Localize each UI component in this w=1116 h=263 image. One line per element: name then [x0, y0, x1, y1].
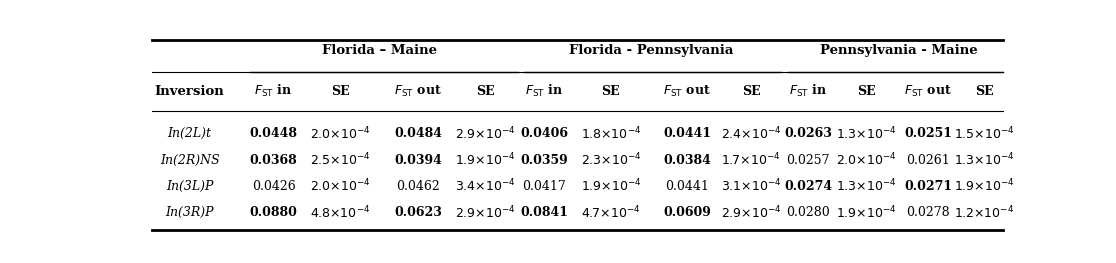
Text: $2.0{\times}10^{-4}$: $2.0{\times}10^{-4}$: [310, 125, 371, 142]
Text: SE: SE: [330, 85, 349, 98]
Text: 0.0251: 0.0251: [904, 127, 952, 140]
Text: 0.0368: 0.0368: [250, 154, 298, 167]
Text: $1.8{\times}10^{-4}$: $1.8{\times}10^{-4}$: [580, 125, 641, 142]
Text: $F_{\mathrm{ST}}$ in: $F_{\mathrm{ST}}$ in: [789, 83, 827, 99]
Text: $F_{\mathrm{ST}}$ in: $F_{\mathrm{ST}}$ in: [254, 83, 292, 99]
Text: $2.0{\times}10^{-4}$: $2.0{\times}10^{-4}$: [310, 178, 371, 195]
Text: $4.7{\times}10^{-4}$: $4.7{\times}10^{-4}$: [581, 205, 641, 221]
Text: 0.0609: 0.0609: [663, 206, 711, 219]
Text: $2.9{\times}10^{-4}$: $2.9{\times}10^{-4}$: [455, 125, 516, 142]
Text: 0.0384: 0.0384: [663, 154, 711, 167]
Text: 0.0271: 0.0271: [904, 180, 952, 193]
Text: $1.9{\times}10^{-4}$: $1.9{\times}10^{-4}$: [580, 178, 642, 195]
Text: $F_{\mathrm{ST}}$ in: $F_{\mathrm{ST}}$ in: [526, 83, 564, 99]
Text: 0.0441: 0.0441: [663, 127, 711, 140]
Text: $2.9{\times}10^{-4}$: $2.9{\times}10^{-4}$: [455, 205, 516, 221]
Text: $1.3{\times}10^{-4}$: $1.3{\times}10^{-4}$: [836, 178, 896, 195]
Text: SE: SE: [602, 85, 620, 98]
Text: Florida - Pennsylvania: Florida - Pennsylvania: [569, 44, 733, 57]
Text: 0.0841: 0.0841: [520, 206, 568, 219]
Text: 0.0462: 0.0462: [396, 180, 440, 193]
Text: SE: SE: [477, 85, 494, 98]
Text: 0.0441: 0.0441: [665, 180, 709, 193]
Text: $1.2{\times}10^{-4}$: $1.2{\times}10^{-4}$: [954, 205, 1014, 221]
Text: $2.3{\times}10^{-4}$: $2.3{\times}10^{-4}$: [580, 152, 642, 169]
Text: 0.0406: 0.0406: [520, 127, 568, 140]
Text: In(3L)P: In(3L)P: [166, 180, 213, 193]
Text: SE: SE: [975, 85, 994, 98]
Text: 0.0263: 0.0263: [785, 127, 833, 140]
Text: $2.4{\times}10^{-4}$: $2.4{\times}10^{-4}$: [721, 125, 781, 142]
Text: 0.0880: 0.0880: [250, 206, 298, 219]
Text: $1.9{\times}10^{-4}$: $1.9{\times}10^{-4}$: [455, 152, 516, 169]
Text: $3.1{\times}10^{-4}$: $3.1{\times}10^{-4}$: [721, 178, 781, 195]
Text: 0.0257: 0.0257: [787, 154, 830, 167]
Text: $F_{\mathrm{ST}}$ out: $F_{\mathrm{ST}}$ out: [663, 84, 711, 99]
Text: SE: SE: [857, 85, 875, 98]
Text: 0.0278: 0.0278: [906, 206, 950, 219]
Text: 0.0261: 0.0261: [906, 154, 950, 167]
Text: $1.3{\times}10^{-4}$: $1.3{\times}10^{-4}$: [954, 152, 1014, 169]
Text: $2.5{\times}10^{-4}$: $2.5{\times}10^{-4}$: [310, 152, 371, 169]
Text: $1.5{\times}10^{-4}$: $1.5{\times}10^{-4}$: [954, 125, 1014, 142]
Text: $F_{\mathrm{ST}}$ out: $F_{\mathrm{ST}}$ out: [394, 84, 442, 99]
Text: Florida – Maine: Florida – Maine: [323, 44, 437, 57]
Text: In(2R)NS: In(2R)NS: [160, 154, 220, 167]
Text: $1.3{\times}10^{-4}$: $1.3{\times}10^{-4}$: [836, 125, 896, 142]
Text: In(2L)t: In(2L)t: [167, 127, 212, 140]
Text: 0.0359: 0.0359: [520, 154, 568, 167]
Text: $2.9{\times}10^{-4}$: $2.9{\times}10^{-4}$: [721, 205, 781, 221]
Text: 0.0448: 0.0448: [250, 127, 298, 140]
Text: $1.9{\times}10^{-4}$: $1.9{\times}10^{-4}$: [836, 205, 896, 221]
Text: $4.8{\times}10^{-4}$: $4.8{\times}10^{-4}$: [310, 205, 371, 221]
Text: $3.4{\times}10^{-4}$: $3.4{\times}10^{-4}$: [455, 178, 516, 195]
Text: 0.0274: 0.0274: [785, 180, 833, 193]
Text: 0.0417: 0.0417: [522, 180, 566, 193]
Text: Pennsylvania - Maine: Pennsylvania - Maine: [820, 44, 978, 57]
Text: In(3R)P: In(3R)P: [165, 206, 214, 219]
Text: 0.0484: 0.0484: [394, 127, 442, 140]
Text: $2.0{\times}10^{-4}$: $2.0{\times}10^{-4}$: [836, 152, 896, 169]
Text: SE: SE: [742, 85, 760, 98]
Text: 0.0623: 0.0623: [394, 206, 442, 219]
Text: 0.0280: 0.0280: [786, 206, 830, 219]
Text: $1.7{\times}10^{-4}$: $1.7{\times}10^{-4}$: [721, 152, 781, 169]
Text: $1.9{\times}10^{-4}$: $1.9{\times}10^{-4}$: [954, 178, 1014, 195]
Text: Inversion: Inversion: [155, 85, 224, 98]
Text: $F_{\mathrm{ST}}$ out: $F_{\mathrm{ST}}$ out: [904, 84, 952, 99]
Text: 0.0394: 0.0394: [394, 154, 442, 167]
Text: 0.0426: 0.0426: [252, 180, 296, 193]
